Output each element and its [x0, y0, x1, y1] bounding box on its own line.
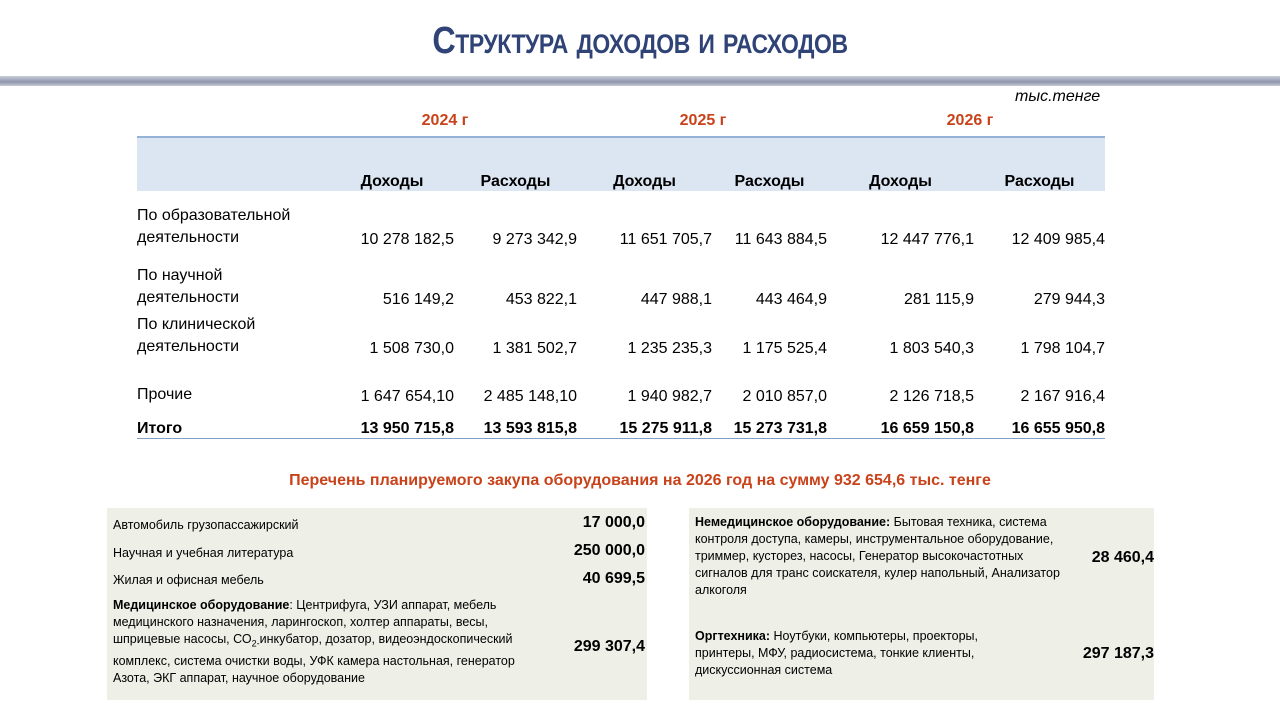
item-value: 297 187,3 — [1082, 645, 1154, 662]
cell: 15 273 731,8 — [712, 406, 827, 439]
table-header: Доходы Расходы Доходы Расходы Доходы Рас… — [137, 136, 1105, 191]
col-header: Расходы — [712, 136, 827, 191]
col-header: Доходы — [827, 136, 974, 191]
cell: 11 643 884,5 — [734, 231, 827, 248]
item-text: Автомобиль грузопассажирский — [113, 518, 299, 532]
item-text: Немедицинское оборудование: Бытовая техн… — [695, 515, 1060, 597]
year-2025: 2025 г — [679, 112, 727, 129]
row-label: Итого — [137, 406, 330, 439]
year-2024: 2024 г — [421, 112, 469, 129]
col-header: Доходы — [330, 136, 454, 191]
table-row: Прочие 1 647 654,10 2 485 148,10 1 940 9… — [137, 358, 1105, 406]
item-text: Оргтехника: Ноутбуки, компьютеры, проект… — [695, 629, 978, 677]
item-value: 40 699,5 — [582, 570, 645, 587]
table-row: По научной деятельности 516 149,2 453 822… — [137, 249, 1105, 309]
col-header: Расходы — [454, 136, 577, 191]
cell: 2 485 148,10 — [483, 388, 577, 405]
cell: 1 647 654,10 — [360, 388, 454, 405]
item-text: Медицинское оборудование: Центрифуга, УЗ… — [113, 598, 515, 685]
cell: 1 381 502,7 — [492, 340, 577, 357]
procurement-subtitle: Перечень планируемого закупа оборудовани… — [289, 472, 991, 489]
cell: 447 988,1 — [640, 291, 712, 308]
cell: 443 464,9 — [755, 291, 827, 308]
row-label: По образовательной деятельности — [137, 207, 291, 246]
unit-label: тыс.тенге — [1015, 88, 1101, 105]
cell: 12 447 776,1 — [880, 231, 974, 248]
col-header: Доходы — [577, 136, 712, 191]
cell: 13 950 715,8 — [330, 406, 454, 439]
col-header: Расходы — [974, 136, 1105, 191]
table-row: По образовательной деятельности 10 278 18… — [137, 191, 1105, 249]
cell: 1 235 235,3 — [627, 340, 712, 357]
cell: 1 508 730,0 — [369, 340, 454, 357]
cell: 13 593 815,8 — [454, 406, 577, 439]
cell: 16 655 950,8 — [974, 406, 1105, 439]
item-value: 299 307,4 — [573, 638, 645, 655]
cell: 1 798 104,7 — [1020, 340, 1105, 357]
cell: 1 940 982,7 — [627, 388, 712, 405]
cell: 279 944,3 — [1033, 291, 1105, 308]
page-title: Структура доходов и расходов — [432, 20, 848, 62]
item-text: Научная и учебная литература — [113, 546, 294, 560]
item-text: Жилая и офисная мебель — [113, 573, 264, 587]
cell: 453 822,1 — [505, 291, 577, 308]
cell: 11 651 705,7 — [619, 231, 712, 248]
title-divider — [0, 76, 1280, 86]
item-value: 17 000,0 — [582, 514, 645, 531]
table-row: По клинической деятельности 1 508 730,0 1… — [137, 309, 1105, 358]
row-label: По клинической деятельности — [137, 316, 256, 355]
cell: 9 273 342,9 — [492, 231, 577, 248]
total-row: Итого 13 950 715,8 13 593 815,8 15 275 9… — [137, 406, 1105, 439]
cell: 1 175 525,4 — [742, 340, 827, 357]
procurement-left-panel: Автомобиль грузопассажирский 17 000,0 На… — [107, 508, 647, 700]
item-value: 28 460,4 — [1091, 549, 1154, 566]
cell: 2 010 857,0 — [742, 388, 827, 405]
cell: 12 409 985,4 — [1011, 231, 1105, 248]
year-2026: 2026 г — [946, 112, 994, 129]
cell: 516 149,2 — [382, 291, 454, 308]
cell: 10 278 182,5 — [360, 231, 454, 248]
income-expense-table: Доходы Расходы Доходы Расходы Доходы Рас… — [137, 136, 1105, 439]
row-label: По научной деятельности — [137, 267, 240, 306]
cell: 281 115,9 — [904, 291, 974, 308]
cell: 2 167 916,4 — [1020, 388, 1105, 405]
cell: 1 803 540,3 — [889, 340, 974, 357]
item-value: 250 000,0 — [573, 542, 645, 559]
cell: 16 659 150,8 — [827, 406, 974, 439]
row-label: Прочие — [137, 386, 193, 403]
cell: 2 126 718,5 — [889, 388, 974, 405]
procurement-right-panel: Немедицинское оборудование: Бытовая техн… — [689, 508, 1154, 700]
cell: 15 275 911,8 — [577, 406, 712, 439]
